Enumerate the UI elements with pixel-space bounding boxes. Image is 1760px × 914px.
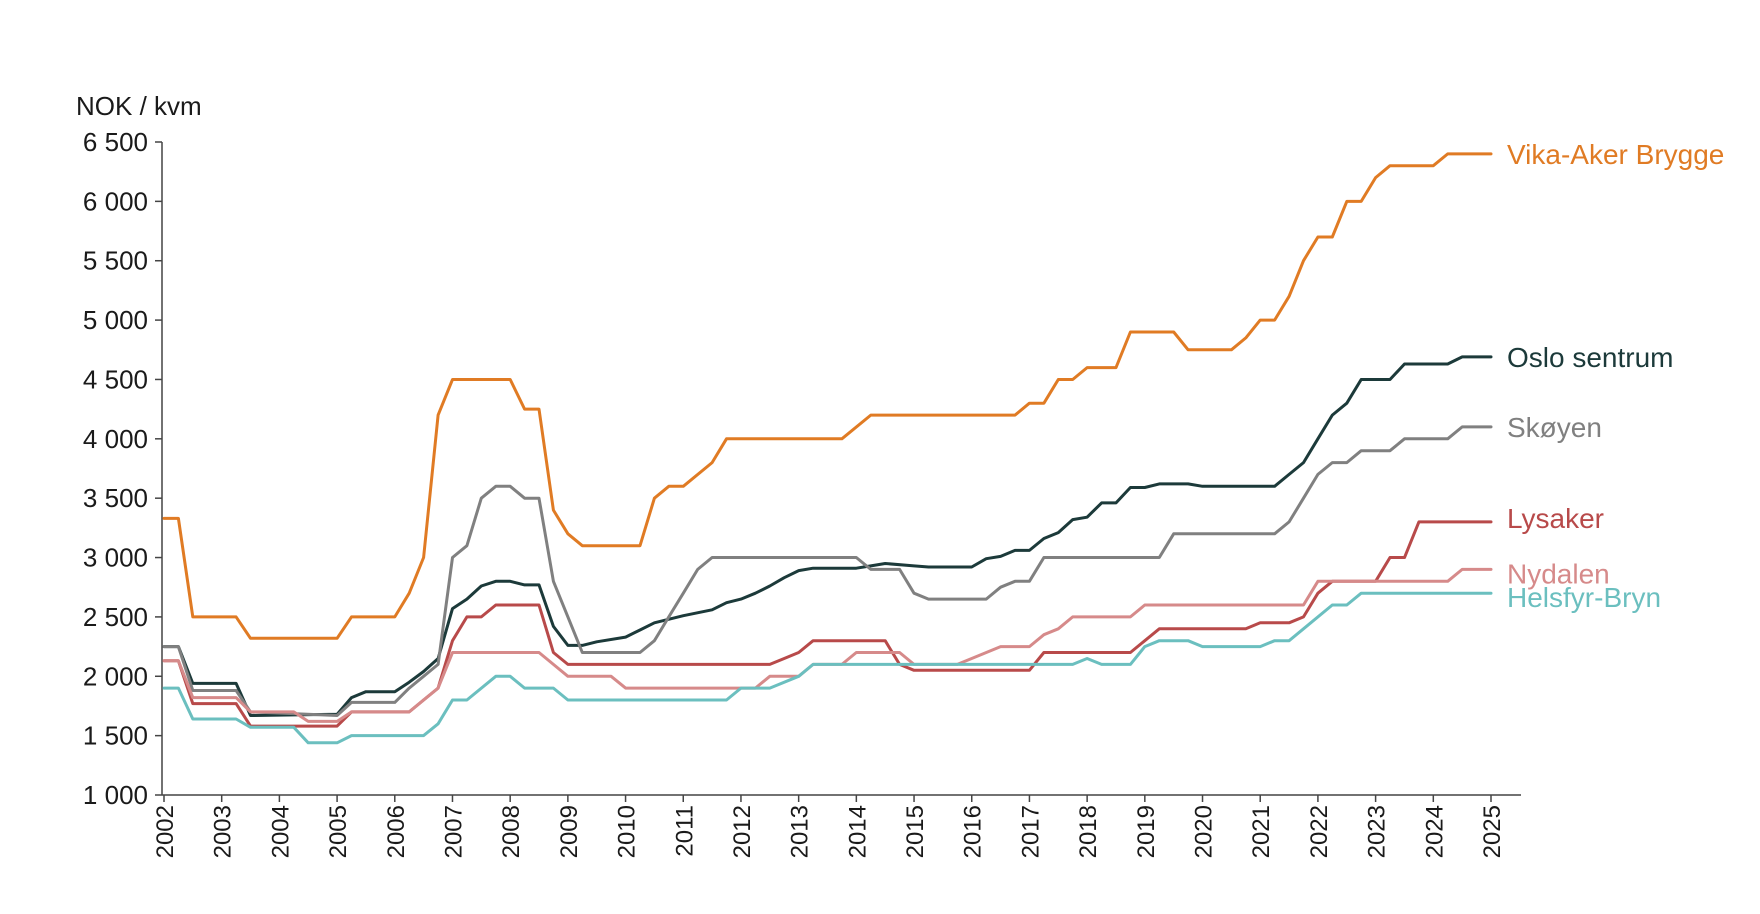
- series-line-sk-yen: [162, 425, 1493, 717]
- series-label: Skøyen: [1507, 412, 1602, 443]
- series-line-oslo-sentrum: [162, 355, 1493, 717]
- y-tick-label: 4 000: [83, 424, 148, 454]
- x-tick-label: 2012: [729, 805, 756, 858]
- series-label: Vika-Aker Brygge: [1507, 139, 1724, 170]
- y-axis-label: NOK / kvm: [76, 91, 202, 121]
- x-tick-label: 2018: [1075, 805, 1102, 858]
- x-tick-label: 2011: [671, 805, 698, 857]
- x-tick-label: 2020: [1191, 805, 1218, 858]
- y-axis-ticks: 1 000 1 500 2 000 2 500 3 000 3 500 4 000 4 500…: [83, 127, 162, 810]
- series-label: Helsfyr-Bryn: [1507, 582, 1661, 613]
- series-line-lysaker: [162, 520, 1493, 728]
- series-label: Oslo sentrum: [1507, 342, 1674, 373]
- y-tick-label: 3 500: [83, 483, 148, 513]
- x-tick-label: 2014: [844, 805, 871, 858]
- series-label: Lysaker: [1507, 503, 1604, 534]
- x-tick-label: 2023: [1364, 805, 1391, 858]
- series-line-helsfyr-bryn: [162, 591, 1493, 745]
- x-tick-label: 2009: [556, 805, 583, 858]
- x-tick-label: 2021: [1248, 805, 1275, 858]
- y-tick-label: 5 500: [83, 246, 148, 276]
- series-label: Nydalen: [1507, 558, 1610, 589]
- x-tick-label: 2019: [1133, 805, 1160, 858]
- series-line-nydalen: [162, 567, 1493, 723]
- y-tick-label: 4 500: [83, 364, 148, 394]
- y-tick-label: 6 500: [83, 127, 148, 157]
- y-tick-label: 1 500: [83, 721, 148, 751]
- x-tick-label: 2006: [383, 805, 410, 858]
- x-tick-label: 2007: [440, 805, 467, 858]
- series-line-vika-aker-brygge: [162, 152, 1493, 640]
- y-tick-label: 5 000: [83, 305, 148, 335]
- y-tick-label: 2 500: [83, 602, 148, 632]
- x-tick-label: 2017: [1017, 805, 1044, 858]
- x-tick-label: 2003: [210, 805, 237, 858]
- x-tick-label: 2002: [152, 805, 179, 858]
- x-tick-label: 2010: [614, 805, 641, 858]
- x-tick-label: 2005: [325, 805, 352, 858]
- x-tick-label: 2016: [960, 805, 987, 858]
- x-tick-label: 2013: [787, 805, 814, 858]
- y-tick-label: 2 000: [83, 661, 148, 691]
- x-tick-label: 2015: [902, 805, 929, 858]
- x-axis-ticks: 2002 2003 2004 2005 2006 2007 2008 2009 2010 2011…: [152, 795, 1506, 858]
- x-tick-label: 2008: [498, 805, 525, 858]
- y-tick-label: 3 000: [83, 543, 148, 573]
- x-tick-label: 2025: [1479, 805, 1506, 858]
- x-tick-label: 2022: [1306, 805, 1333, 858]
- x-tick-label: 2004: [267, 805, 294, 858]
- y-tick-label: 6 000: [83, 186, 148, 216]
- y-tick-label: 1 000: [83, 780, 148, 810]
- x-tick-label: 2024: [1421, 805, 1448, 858]
- series-labels: Vika-Aker Brygge Oslo sentrum Skøyen Lysake…: [1507, 139, 1724, 613]
- series-lines: [162, 152, 1493, 745]
- axes: [161, 142, 1521, 796]
